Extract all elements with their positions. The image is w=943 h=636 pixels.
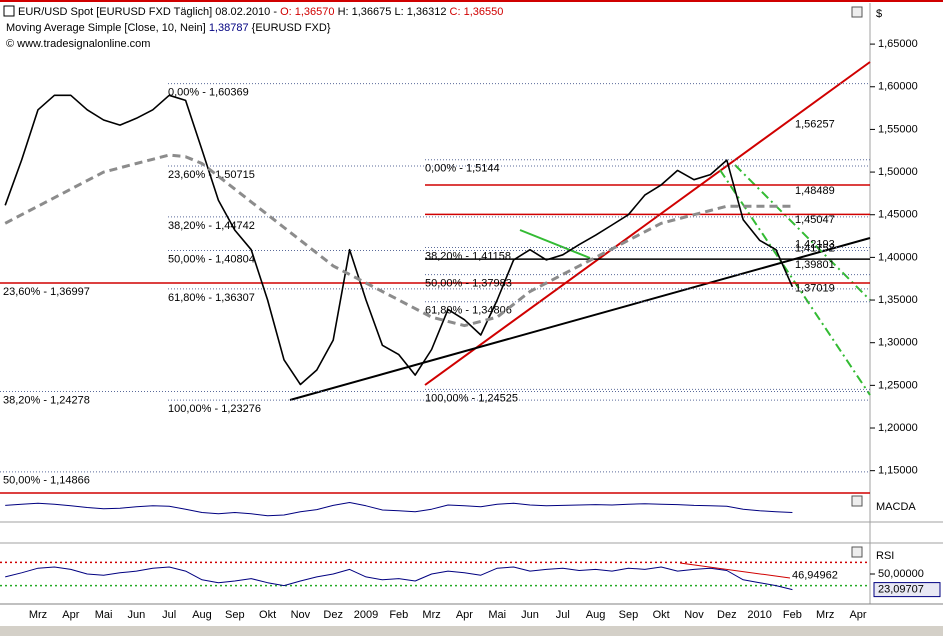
fib-label: 23,60% - 1,36997 <box>3 286 90 298</box>
x-tick-label: Apr <box>62 609 79 621</box>
y-tick-label: 1,25000 <box>878 379 918 391</box>
y-tick-label: 1,30000 <box>878 337 918 349</box>
series-line <box>4 94 794 386</box>
fib-label: 100,00% - 1,23276 <box>168 403 261 415</box>
x-tick-label: Jun <box>521 609 539 621</box>
y-tick-label: 1,65000 <box>878 38 918 50</box>
y-tick-label: 1,40000 <box>878 251 918 263</box>
x-tick-label: Apr <box>456 609 473 621</box>
x-tick-label: 2009 <box>354 609 378 621</box>
x-tick-label: Mai <box>95 609 113 621</box>
panel-title: RSI <box>876 550 894 562</box>
indicator-legend: Moving Average Simple [Close, 10, Nein] … <box>6 22 331 34</box>
x-tick-label: Mrz <box>29 609 47 621</box>
y-tick-label: 50,00000 <box>878 568 924 580</box>
high: H: 1,36675 <box>338 6 392 18</box>
x-tick-label: Nov <box>684 609 704 621</box>
close-button[interactable] <box>851 495 863 507</box>
level-label: 1,39801 <box>795 259 835 271</box>
x-tick-label: Aug <box>586 609 606 621</box>
open: O: 1,36570 <box>280 6 334 18</box>
trend-line <box>289 237 871 401</box>
x-tick-label: Nov <box>291 609 311 621</box>
x-tick-label: Dez <box>717 609 737 621</box>
level-label: 1,48489 <box>795 185 835 197</box>
x-tick-label: Jul <box>556 609 570 621</box>
indicator: Moving Average Simple [Close, 10, Nein] <box>6 22 206 34</box>
fib-label: 61,80% - 1,36307 <box>168 292 255 304</box>
level-label: 1,45047 <box>795 214 835 226</box>
low: L: 1,36312 <box>394 6 446 18</box>
series-line <box>5 566 793 591</box>
fib-label: 38,20% - 1,24278 <box>3 394 90 406</box>
title: EUR/USD Spot [EURUSD FXD Täglich] 08.02.… <box>18 6 277 18</box>
fib-label: 100,00% - 1,24525 <box>425 392 518 404</box>
fib-label: 38,20% - 1,44742 <box>168 220 255 232</box>
last-value-box <box>873 582 941 598</box>
x-tick-label: 2010 <box>747 609 771 621</box>
x-tick-label: Jun <box>128 609 146 621</box>
x-tick-label: Mai <box>488 609 506 621</box>
status-bar <box>0 626 943 636</box>
copyright: © www.tradesignalonline.com <box>6 38 150 50</box>
close-button[interactable] <box>851 546 863 558</box>
rsi-trend-line <box>679 562 791 579</box>
level-label: 1,37019 <box>795 283 835 295</box>
x-tick-label: Mrz <box>816 609 834 621</box>
x-tick-label: Aug <box>192 609 212 621</box>
y-tick-label: 1,45000 <box>878 209 918 221</box>
fib-label: 50,00% - 1,40804 <box>168 253 255 265</box>
fib-label: 38,20% - 1,41158 <box>425 250 511 262</box>
series-line <box>5 502 793 517</box>
y-tick-label: 1,15000 <box>878 465 918 477</box>
y-tick-label: 1,60000 <box>878 81 918 93</box>
fib-label: 0,00% - 1,60369 <box>168 87 249 99</box>
y-tick-label: 1,55000 <box>878 123 918 135</box>
x-tick-label: Sep <box>225 609 245 621</box>
level-label: 1,41752 <box>795 242 835 254</box>
y-tick-label: 1,35000 <box>878 294 918 306</box>
level-label: 1,42193 <box>795 239 835 251</box>
y-tick-label: 1,20000 <box>878 422 918 434</box>
last-value-label: 23,09707 <box>878 584 924 596</box>
trend-line <box>424 61 871 386</box>
header-title: EUR/USD Spot [EURUSD FXD Täglich] 08.02.… <box>18 6 503 18</box>
panel-title: MACDA <box>876 501 916 513</box>
x-tick-label: Dez <box>323 609 343 621</box>
axis-title: $ <box>876 8 882 20</box>
level-label: 1,56257 <box>795 119 835 131</box>
x-tick-label: Sep <box>619 609 639 621</box>
close-button[interactable] <box>851 6 863 18</box>
fib-label: 50,00% - 1,14866 <box>3 475 90 487</box>
x-tick-label: Jul <box>162 609 176 621</box>
x-tick-label: Apr <box>849 609 866 621</box>
indicator-source: {EURUSD FXD} <box>252 22 331 34</box>
x-tick-label: Okt <box>653 609 670 621</box>
x-tick-label: Feb <box>783 609 802 621</box>
x-tick-label: Mrz <box>422 609 440 621</box>
fib-label: 23,60% - 1,50715 <box>168 169 255 181</box>
channel-line <box>734 164 871 301</box>
indicator-value: 1,38787 <box>209 22 249 34</box>
series-line <box>4 153 793 328</box>
window-border <box>0 0 943 2</box>
fib-label: 50,00% - 1,37983 <box>425 277 512 289</box>
fib-label: 0,00% - 1,5144 <box>425 163 500 175</box>
x-tick-label: Okt <box>259 609 276 621</box>
annotation: 46,94962 <box>792 570 838 582</box>
x-tick-label: Feb <box>389 609 408 621</box>
close: C: 1,36550 <box>450 6 504 18</box>
trend-line <box>519 229 591 259</box>
panel-icon[interactable] <box>3 5 15 17</box>
y-tick-label: 1,50000 <box>878 166 918 178</box>
